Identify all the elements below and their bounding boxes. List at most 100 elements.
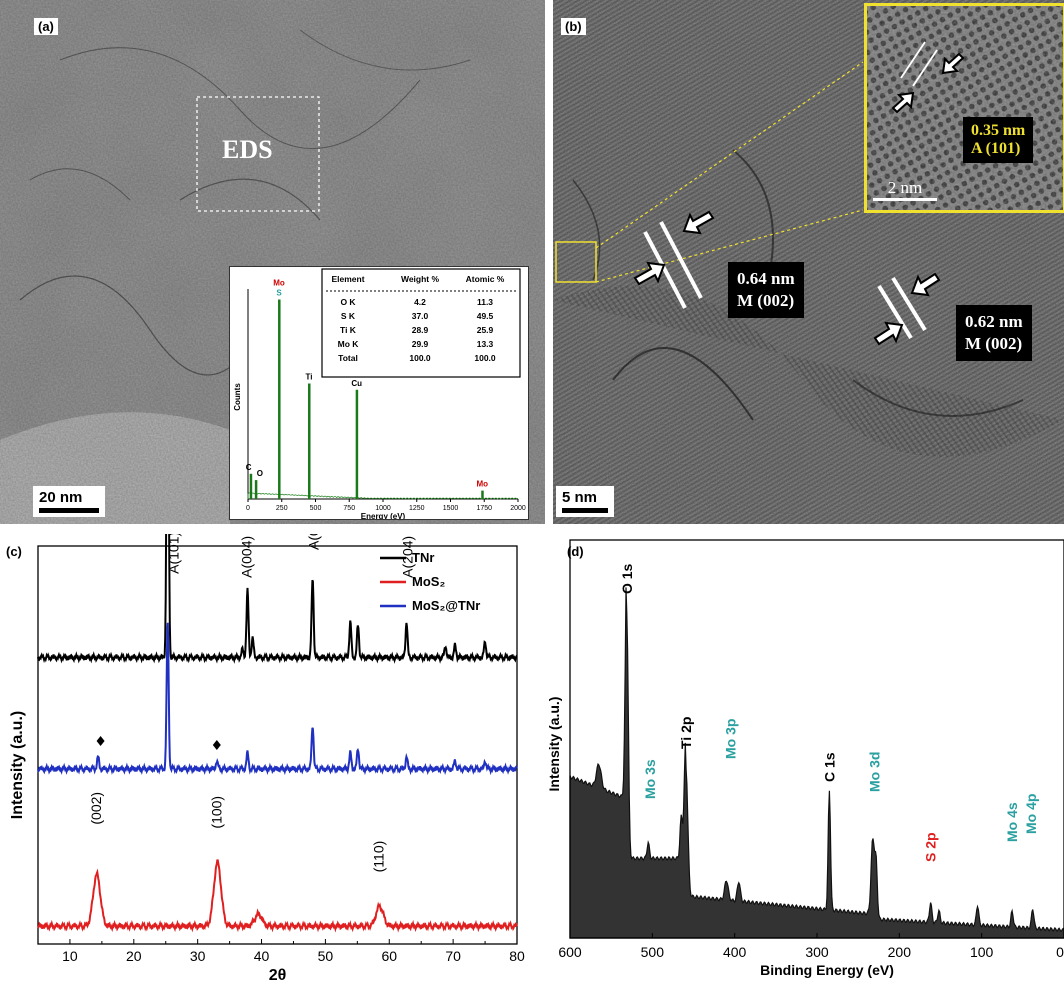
eds-ylabel: Counts [233,383,242,411]
lattice-label-2: 0.62 nm M (002) [956,305,1032,361]
xps-peak-label: Mo 4p [1023,794,1039,834]
xrd-tick-label: 60 [381,948,397,964]
xps-ylabel: Intensity (a.u.) [546,697,562,792]
eds-peak [355,389,359,499]
panel-a-tem: EDS (a) 20 nm 0 250 500 750 1000 1250 1500 1750… [0,0,545,524]
xrd-peak-annotation: A(101) [165,534,181,574]
eds-tick-label: 0 [246,505,250,512]
scale-bar-b: 5 nm [556,486,614,517]
eds-peak-label: S [276,289,282,298]
panel-b-hrtem: (b) 0.35 nm A (101) 2 nm [553,0,1064,524]
eds-peak-label: Ti [306,373,313,382]
eds-table-header: Atomic % [466,274,505,284]
xps-tick-label: 500 [641,944,665,960]
xps-tick-label: 600 [558,944,582,960]
xrd-chart: 10 20 30 40 50 60 70 80 2θ Intensity (a.u.) A(101)… [6,534,525,982]
xrd-peak-annotation: A(204) [399,536,415,578]
eds-peak-label: Mo [476,480,488,489]
xrd-ylabel: Intensity (a.u.) [9,711,26,819]
xps-tick-label: 400 [723,944,747,960]
scale-bar-a: 20 nm [33,486,105,517]
xrd-tick-label: 70 [445,948,461,964]
xps-peak-label: C 1s [821,752,837,782]
panel-b-tag: (b) [561,18,586,35]
xrd-tick-label: 30 [190,948,206,964]
xps-survey-area [569,587,1064,939]
eds-region-label: EDS [222,135,273,164]
lattice-marker-2 [873,272,941,346]
xrd-xlabel: 2θ [269,967,287,982]
hrtem-inset: 0.35 nm A (101) 2 nm [864,3,1064,213]
xrd-peak-annotation: A(004) [306,534,322,550]
xrd-frame [37,545,518,945]
xrd-peak-annotation: (002) [88,792,104,825]
xps-peak-label: Mo 4s [1004,802,1020,842]
eds-tick-label: 1000 [375,505,391,512]
eds-table-cell: 4.2 [414,297,426,307]
inset-label: 0.35 nm A (101) [963,117,1034,163]
eds-table-cell: 49.5 [477,311,494,321]
lattice-label-1: 0.64 nm M (002) [728,262,804,318]
eds-inset: 0 250 500 750 1000 1250 1500 1750 2000 Energy (eV… [229,266,529,521]
xrd-series-line [37,534,518,664]
xrd-series-line [37,622,518,776]
xrd-tick-label: 50 [318,948,334,964]
eds-table-header: Weight % [401,274,440,284]
xps-xlabel: Binding Energy (eV) [760,962,894,978]
xrd-tick-label: 80 [509,948,525,964]
eds-table-cell: 37.0 [412,311,429,321]
eds-tick-label: 1750 [476,505,492,512]
eds-peak [278,299,281,499]
xps-peak-label: Mo 3p [723,719,739,759]
legend-label: TNr [412,550,434,565]
eds-table-cell: O K [340,297,356,307]
eds-table-cell: 29.9 [412,339,429,349]
xps-chart: 600 500 400 300 200 100 0 Binding Energy (eV) In… [546,539,1064,978]
eds-tick-label: 1500 [443,505,459,512]
xrd-tick-label: 10 [62,948,78,964]
xps-peak-label: O 1s [619,563,635,594]
panel-d-tag: (d) [567,544,584,559]
xps-peak-label: S 2p [923,832,939,862]
xps-tick-label: 0 [1056,944,1064,960]
xrd-series-line [37,859,518,933]
eds-table-cell: Total [338,353,358,363]
xrd-tick-label: 40 [254,948,270,964]
eds-xlabel: Energy (eV) [361,512,406,519]
eds-table-cell: 100.0 [409,353,431,363]
xps-peak-label: Mo 3d [867,752,883,792]
xrd-tick-label: 20 [126,948,142,964]
mos2-marker-diamond [96,736,105,747]
xps-tick-label: 300 [805,944,829,960]
eds-region-box [196,96,320,212]
inset-scale-bar: 2 nm [873,178,937,201]
tem-image-a [0,0,545,524]
mos2-marker-diamond [212,740,221,750]
zoom-region-box [555,241,597,283]
panel-c-tag: (c) [6,544,22,559]
eds-tick-label: 2000 [510,505,526,512]
eds-table-cell: Mo K [338,339,360,349]
eds-tick-label: 1250 [409,505,425,512]
eds-table-header: Element [331,274,364,284]
eds-table-cell: S K [341,311,356,321]
xrd-peak-annotation: (110) [371,841,387,873]
panel-d-xps: 600 500 400 300 200 100 0 Binding Energy (eV) In… [545,534,1064,982]
eds-peak [308,383,311,499]
eds-tick-label: 500 [310,505,322,512]
eds-tick-label: 750 [343,505,355,512]
panel-c-xrd: 10 20 30 40 50 60 70 80 2θ Intensity (a.u.) A(101)… [0,534,545,982]
legend-label: MoS₂ [412,574,445,589]
eds-table-cell: 100.0 [474,353,496,363]
xps-tick-label: 200 [888,944,912,960]
eds-table-cell: 13.3 [477,339,494,349]
eds-peak-label: Mo [273,279,285,288]
eds-peak [254,480,258,499]
hrtem-image-b [553,0,1064,524]
panel-a-tag: (a) [34,18,58,35]
eds-tick-label: 250 [276,505,288,512]
xps-peak-label: Ti 2p [678,717,694,749]
eds-table-cell: 11.3 [477,297,493,307]
xrd-peak-annotation: A(004) [238,536,254,578]
eds-spectrum: 0 250 500 750 1000 1250 1500 1750 2000 Energy (eV… [233,268,526,521]
